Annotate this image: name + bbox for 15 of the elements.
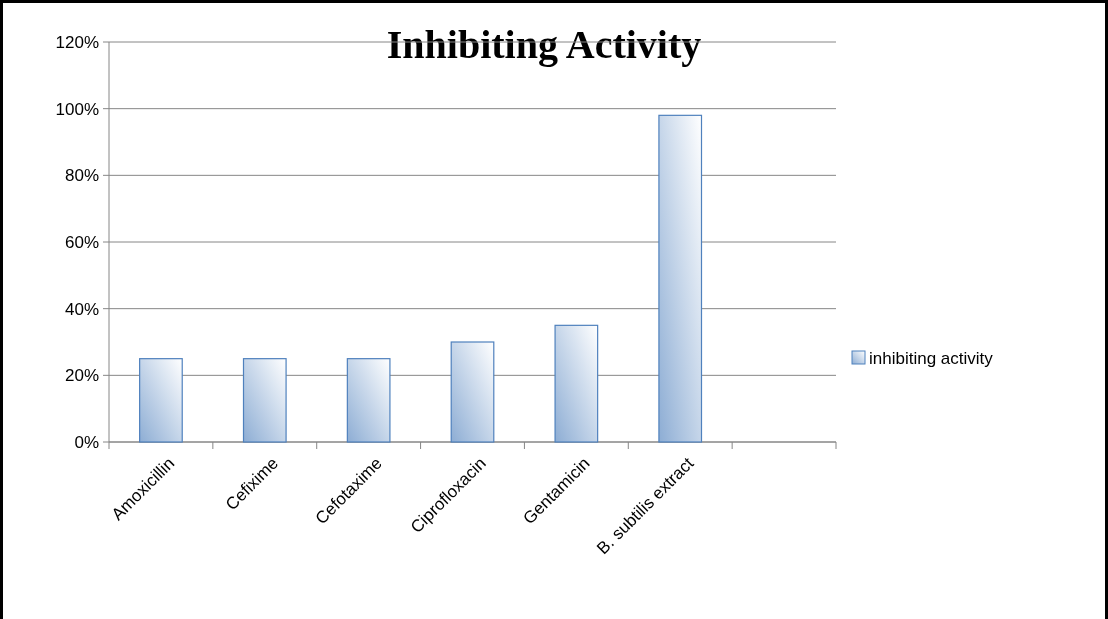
y-tick-label: 20% — [64, 366, 99, 386]
y-tick-label: 120% — [55, 32, 99, 52]
y-tick-label: 80% — [64, 166, 99, 186]
legend-label: inhibiting activity — [869, 348, 994, 368]
bar — [139, 358, 183, 443]
bar — [554, 324, 599, 443]
chart-title: Inhibiting Activity — [386, 22, 702, 67]
y-tick-label: 0% — [74, 432, 99, 452]
y-tick-label: 60% — [64, 232, 99, 252]
bar — [658, 114, 703, 443]
y-tick-label: 100% — [55, 99, 99, 119]
bar — [346, 358, 391, 443]
bar — [242, 358, 287, 443]
y-tick-label: 40% — [64, 299, 99, 319]
bar — [450, 341, 495, 443]
